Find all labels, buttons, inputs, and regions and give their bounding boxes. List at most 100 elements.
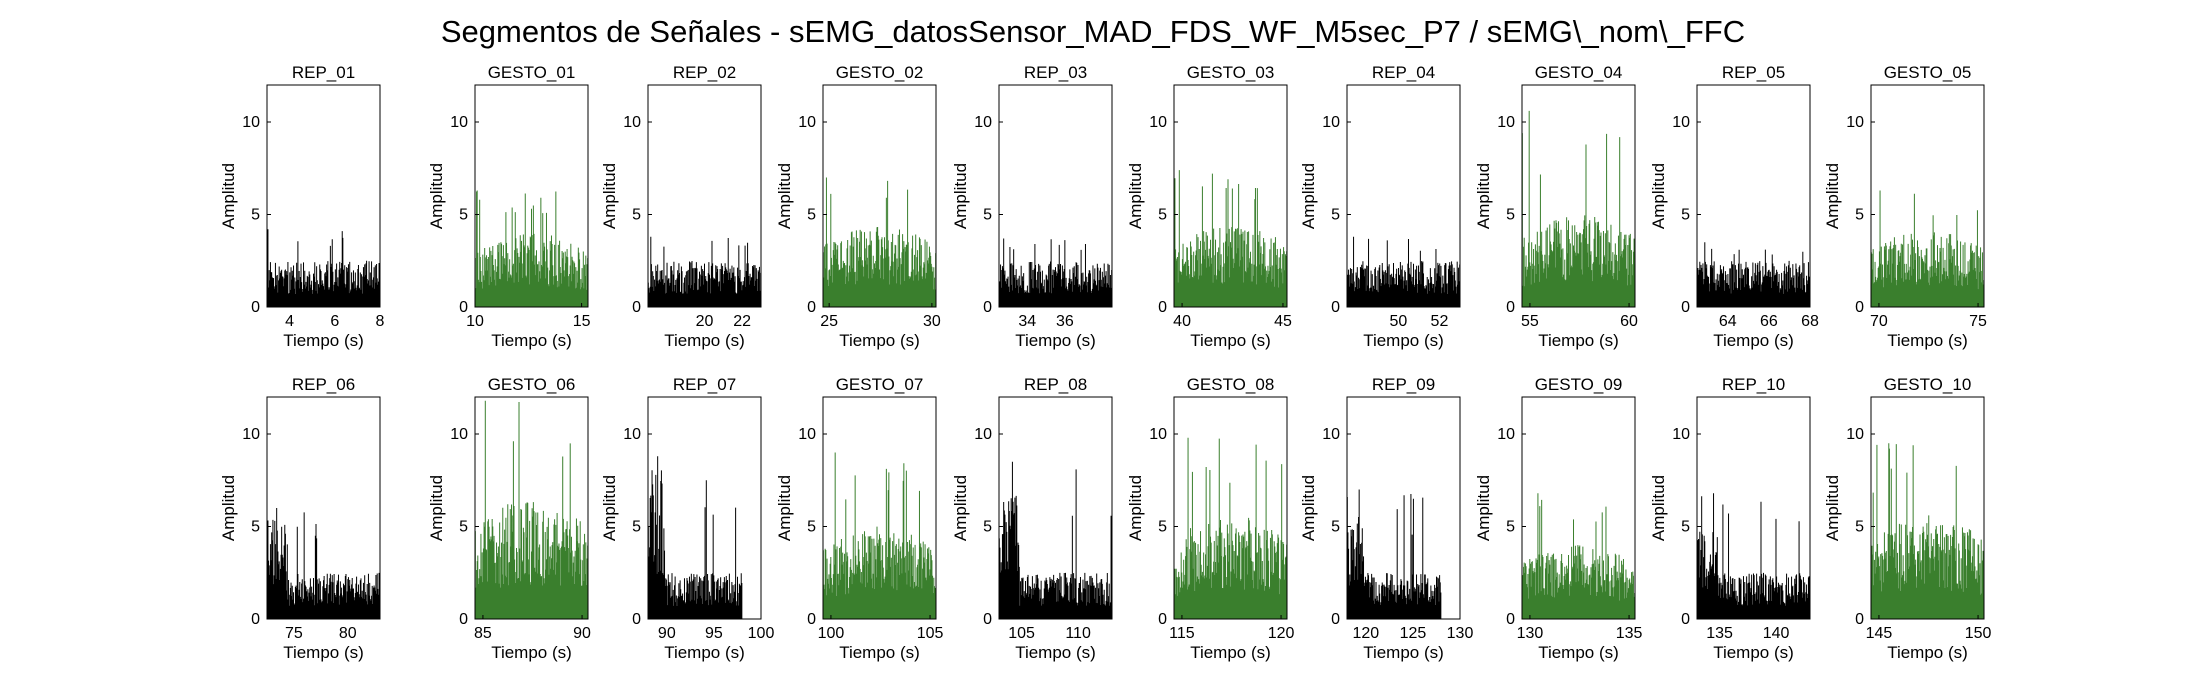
axes-box (1173, 396, 1288, 620)
x-tick-label: 135 (1616, 625, 1643, 642)
x-axis-label: Tiempo (s) (491, 331, 572, 350)
x-tick-label: 30 (923, 313, 941, 330)
y-axis-label: Amplitud (219, 163, 238, 229)
x-axis-label: Tiempo (s) (1190, 331, 1271, 350)
y-tick-label: 10 (1497, 114, 1515, 131)
x-axis-label: Tiempo (s) (283, 643, 364, 662)
y-tick-label: 0 (251, 299, 260, 316)
y-tick-label: 10 (798, 114, 816, 131)
y-axis-label: Amplitud (1823, 163, 1842, 229)
y-axis-label: Amplitud (1474, 475, 1493, 541)
x-tick-label: 125 (1400, 625, 1427, 642)
subplot-title: GESTO_06 (488, 375, 576, 394)
figure-title: Segmentos de Señales - sEMG_datosSensor_… (441, 14, 1745, 49)
signal-bars (1346, 236, 1461, 307)
subplot-rep-06: 0 5 10 75 80 REP_06 Tiempo (s) Amplitud (219, 375, 381, 662)
subplot-gesto-09: 0 5 10 130 135 GESTO_09 Tiempo (s) Amplitud (1474, 375, 1642, 662)
subplot-title: GESTO_09 (1535, 375, 1623, 394)
x-tick-label: 66 (1760, 313, 1778, 330)
subplot-title: GESTO_10 (1884, 375, 1972, 394)
x-tick-label: 70 (1870, 313, 1888, 330)
axes-box (1346, 396, 1461, 620)
x-axis-label: Tiempo (s) (839, 643, 920, 662)
subplot-title: REP_01 (292, 63, 355, 82)
x-axis-label: Tiempo (s) (1363, 643, 1444, 662)
x-tick-label: 8 (376, 313, 385, 330)
y-tick-label: 5 (807, 519, 816, 536)
axes-box (1870, 396, 1985, 620)
x-tick-label: 85 (474, 625, 492, 642)
x-axis-label: Tiempo (s) (664, 643, 745, 662)
y-tick-label: 10 (242, 114, 260, 131)
x-tick-label: 10 (466, 313, 484, 330)
axes-box (998, 396, 1113, 620)
x-tick-label: 130 (1447, 625, 1474, 642)
x-tick-label: 80 (339, 625, 357, 642)
subplot-title: REP_06 (292, 375, 355, 394)
x-tick-label: 68 (1801, 313, 1819, 330)
x-tick-label: 50 (1389, 313, 1407, 330)
signal-bars (1696, 242, 1811, 307)
y-axis-label: Amplitud (1126, 163, 1145, 229)
y-tick-label: 10 (1149, 426, 1167, 443)
subplot-title: GESTO_02 (836, 63, 924, 82)
x-tick-label: 75 (285, 625, 303, 642)
x-tick-label: 130 (1517, 625, 1544, 642)
y-tick-label: 5 (807, 207, 816, 224)
x-tick-label: 90 (573, 625, 591, 642)
x-axis-label: Tiempo (s) (1538, 331, 1619, 350)
signal-bars (647, 456, 743, 619)
signal-bars (1870, 190, 1985, 307)
subplot-rep-10: 0 5 10 135 140 REP_10 Tiempo (s) Amplitud (1649, 375, 1811, 662)
y-tick-label: 5 (251, 207, 260, 224)
y-axis-label: Amplitud (1649, 475, 1668, 541)
x-tick-label: 145 (1866, 625, 1893, 642)
y-axis-label: Amplitud (427, 163, 446, 229)
y-axis-label: Amplitud (1126, 475, 1145, 541)
signal-bars (1346, 489, 1442, 619)
subplot-gesto-10: 0 5 10 145 150 GESTO_10 Tiempo (s) Amplitud (1823, 375, 1991, 662)
y-tick-label: 5 (1506, 207, 1515, 224)
subplot-title: REP_03 (1024, 63, 1087, 82)
signal-bars (998, 461, 1113, 619)
y-tick-label: 0 (1331, 611, 1340, 628)
subplot-gesto-05: 0 5 10 70 75 GESTO_05 Tiempo (s) Amplitud (1823, 63, 1987, 350)
signal-bars (474, 190, 589, 307)
signal-bars (1521, 493, 1636, 619)
y-axis-label: Amplitud (219, 475, 238, 541)
y-tick-label: 10 (1672, 426, 1690, 443)
subplot-title: REP_09 (1372, 375, 1435, 394)
y-tick-label: 0 (459, 299, 468, 316)
y-tick-label: 5 (632, 207, 641, 224)
signal-bars (1173, 437, 1288, 619)
y-tick-label: 0 (632, 611, 641, 628)
y-tick-label: 10 (974, 426, 992, 443)
y-tick-label: 10 (623, 426, 641, 443)
subplot-rep-04: 0 5 10 50 52 REP_04 Tiempo (s) Amplitud (1299, 63, 1461, 350)
subplot-rep-03: 0 5 10 34 36 REP_03 Tiempo (s) Amplitud (951, 63, 1113, 350)
y-tick-label: 10 (974, 114, 992, 131)
x-tick-label: 45 (1274, 313, 1292, 330)
subplot-title: GESTO_01 (488, 63, 576, 82)
y-tick-label: 0 (1855, 299, 1864, 316)
x-tick-label: 120 (1268, 625, 1295, 642)
subplot-title: REP_05 (1722, 63, 1785, 82)
signal-bars (1521, 110, 1636, 307)
y-tick-label: 5 (1331, 207, 1340, 224)
x-axis-label: Tiempo (s) (1887, 643, 1968, 662)
x-axis-label: Tiempo (s) (1363, 331, 1444, 350)
y-tick-label: 5 (1855, 519, 1864, 536)
signal-bars (266, 508, 381, 619)
subplot-title: REP_10 (1722, 375, 1785, 394)
x-tick-label: 36 (1056, 313, 1074, 330)
y-tick-label: 0 (1506, 611, 1515, 628)
y-axis-label: Amplitud (1299, 163, 1318, 229)
y-tick-label: 5 (1331, 519, 1340, 536)
x-axis-label: Tiempo (s) (1713, 331, 1794, 350)
y-tick-label: 5 (459, 519, 468, 536)
y-axis-label: Amplitud (1299, 475, 1318, 541)
signal-bars (822, 177, 937, 307)
signal-bars (266, 229, 381, 307)
subplot-title: GESTO_05 (1884, 63, 1972, 82)
